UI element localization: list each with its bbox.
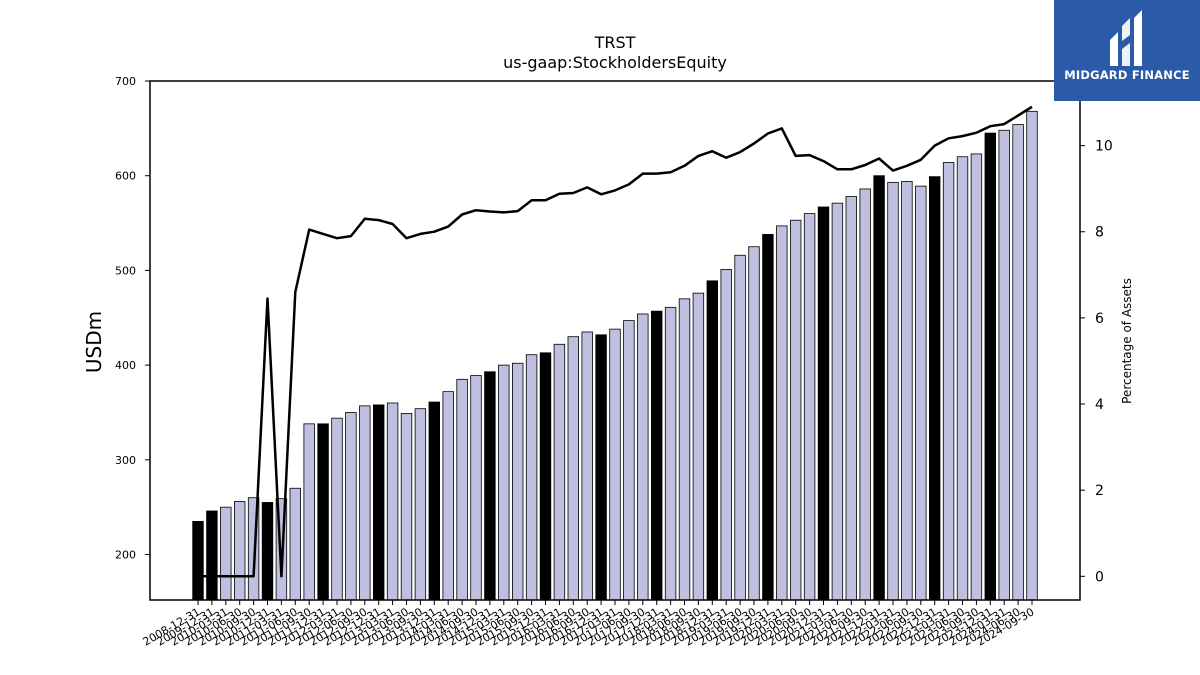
bar: [1012, 124, 1024, 601]
bar: [692, 292, 705, 601]
bar: [915, 185, 927, 601]
bar: [456, 378, 468, 601]
y-axis-right: 0 2 4 6 8 10: [1080, 139, 1113, 585]
bar: [498, 364, 510, 601]
y2-tick-label: 2: [1095, 483, 1104, 499]
bar: [386, 402, 399, 601]
bar: [831, 202, 844, 601]
bar: [790, 219, 802, 601]
bar: [206, 510, 218, 601]
bar: [470, 375, 482, 601]
bar: [720, 269, 732, 601]
percentage-line: [198, 105, 1033, 578]
bar: [345, 412, 357, 601]
y-tick-label: 400: [115, 359, 136, 372]
bar: [414, 408, 427, 601]
bar: [595, 334, 607, 601]
y-tick-label: 600: [115, 170, 136, 183]
bar: [929, 176, 941, 601]
bar: [359, 405, 371, 601]
line-series: [198, 105, 1033, 578]
bar: [970, 153, 983, 601]
bar: [512, 362, 524, 601]
logo-mark-icon: [1110, 10, 1142, 66]
bar: [567, 336, 580, 601]
chart-subtitle: us-gaap:StockholdersEquity: [503, 53, 727, 72]
bar: [734, 254, 746, 601]
brand-logo: MIDGARD FINANCE: [1054, 0, 1200, 101]
bar: [956, 156, 969, 601]
logo-text: MIDGARD FINANCE: [1064, 68, 1190, 82]
bar-series: [192, 110, 1038, 601]
bar: [706, 280, 719, 601]
y2-tick-label: 4: [1095, 397, 1104, 413]
bar: [887, 181, 899, 601]
bar: [609, 328, 621, 601]
bar: [748, 246, 760, 601]
y-tick-label: 200: [115, 549, 136, 562]
bar: [192, 520, 204, 601]
bar: [762, 234, 774, 601]
bar: [803, 213, 816, 601]
bar: [651, 310, 663, 601]
bar: [484, 371, 496, 601]
bar: [984, 132, 997, 601]
bar: [678, 298, 691, 601]
bar: [623, 320, 635, 601]
bar: [873, 175, 885, 601]
bar: [664, 306, 677, 601]
y2-tick-label: 6: [1095, 311, 1104, 327]
y-axis-left: 200 300 400 500 600 700: [115, 75, 150, 562]
bar: [539, 352, 552, 601]
y2-axis-label: Percentage of Assets: [1120, 278, 1134, 404]
y2-tick-label: 0: [1095, 569, 1104, 585]
bar: [372, 404, 385, 601]
bar: [428, 401, 441, 601]
chart-title: TRST: [594, 33, 636, 52]
y2-tick-label: 10: [1095, 139, 1113, 155]
bar: [303, 423, 315, 601]
bar: [261, 502, 274, 601]
bar: [817, 206, 830, 601]
bar: [637, 313, 649, 601]
bar: [859, 188, 871, 601]
bar: [1026, 110, 1038, 601]
bar: [220, 506, 232, 601]
bar: [442, 391, 454, 601]
bar: [525, 354, 538, 601]
bar: [845, 196, 858, 601]
bar: [233, 501, 246, 601]
x-axis: 2008-12-312009-12-312010-03-312010-06-30…: [141, 600, 1037, 649]
bar: [901, 180, 913, 601]
bar: [553, 343, 566, 601]
bar: [776, 225, 788, 601]
y-axis-label: USDm: [82, 311, 106, 373]
y2-tick-label: 8: [1095, 225, 1104, 241]
bar: [942, 162, 955, 601]
y-tick-label: 500: [115, 264, 136, 277]
bar: [289, 487, 302, 601]
y-tick-label: 300: [115, 454, 136, 467]
bar: [581, 331, 593, 601]
bar: [317, 423, 329, 601]
y-tick-label: 700: [115, 75, 136, 88]
bar: [400, 413, 413, 601]
bar: [331, 417, 343, 601]
bar: [998, 129, 1010, 601]
